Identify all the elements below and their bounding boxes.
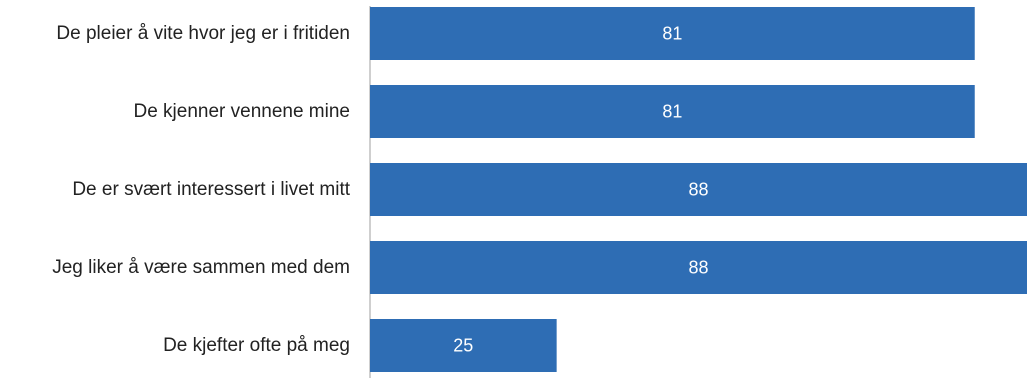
value-label-0: 81 (662, 24, 682, 44)
value-label-4: 25 (453, 336, 473, 356)
bars-group (370, 7, 1027, 372)
bar-0 (370, 7, 975, 60)
bar-3 (370, 241, 1027, 294)
category-label-3: Jeg liker å være sammen med dem (52, 257, 350, 278)
bar-4 (370, 319, 557, 372)
category-label-2: De er svært interessert i livet mitt (72, 179, 350, 200)
value-label-3: 88 (688, 258, 708, 278)
bar-1 (370, 85, 975, 138)
value-label-1: 81 (662, 102, 682, 122)
category-labels-group: De pleier å vite hvor jeg er i fritiden D… (52, 23, 351, 356)
value-label-2: 88 (688, 180, 708, 200)
category-label-1: De kjenner vennene mine (133, 101, 350, 122)
bar-2 (370, 163, 1027, 216)
value-labels-group: 81 81 88 88 25 (453, 24, 708, 356)
category-label-4: De kjefter ofte på meg (163, 335, 350, 356)
category-label-0: De pleier å vite hvor jeg er i fritiden (56, 23, 350, 44)
